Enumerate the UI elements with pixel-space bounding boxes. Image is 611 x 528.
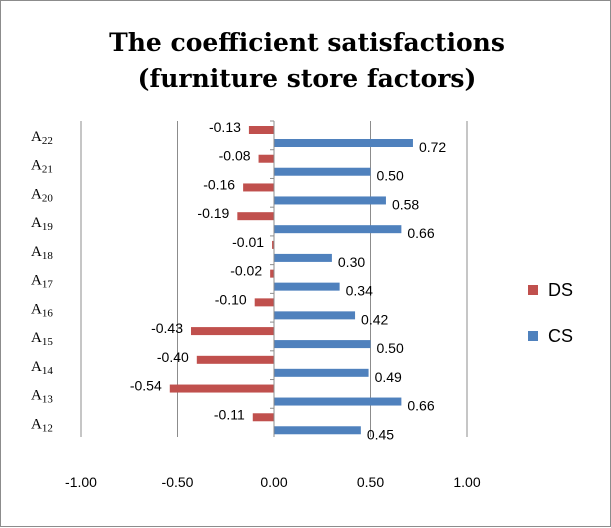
data-label-cs: 0.30 xyxy=(338,254,365,270)
bar-ds xyxy=(196,355,274,364)
category-label: A21 xyxy=(31,158,53,176)
data-label-cs: 0.42 xyxy=(361,311,388,327)
bar-ds xyxy=(272,240,274,249)
category-label: A19 xyxy=(31,215,53,233)
bar-ds xyxy=(243,183,274,192)
bar-cs xyxy=(274,282,340,291)
data-label-cs: 0.49 xyxy=(375,369,402,385)
bar-ds xyxy=(252,413,274,422)
bar-cs xyxy=(274,225,402,234)
legend-swatch xyxy=(528,331,538,341)
data-label-cs: 0.50 xyxy=(377,168,404,184)
legend: DS CS xyxy=(528,280,573,346)
bars xyxy=(169,126,413,435)
data-label-ds: -0.01 xyxy=(232,234,264,250)
data-label-cs: 0.50 xyxy=(377,340,404,356)
bar-cs xyxy=(274,139,413,147)
bar-cs xyxy=(274,311,356,320)
x-tick-label: -0.50 xyxy=(162,474,194,490)
category-label: A15 xyxy=(31,330,53,348)
data-label-ds: -0.10 xyxy=(215,291,247,307)
category-label: A17 xyxy=(31,273,53,291)
chart-title-line-1: The coefficient satisfactions xyxy=(109,28,505,57)
data-label-cs: 0.72 xyxy=(419,139,446,155)
data-labels: -0.11 0.45 -0.54 0.66 -0.40 0.49 -0.43 0.50 -0.1… xyxy=(130,119,447,442)
bar-cs xyxy=(274,196,386,205)
category-label: A13 xyxy=(31,388,53,406)
bar-ds xyxy=(169,384,274,393)
chart-title-line-2: (furniture store factors) xyxy=(138,64,477,93)
bar-cs xyxy=(274,426,361,435)
legend-label: DS xyxy=(548,280,573,300)
category-label: A12 xyxy=(31,416,53,434)
bar-cs xyxy=(274,340,371,349)
data-label-ds: -0.43 xyxy=(151,320,183,336)
x-tick-label: -1.00 xyxy=(65,474,97,490)
data-label-cs: 0.66 xyxy=(407,398,434,414)
legend-swatch xyxy=(528,285,538,295)
data-label-ds: -0.02 xyxy=(230,263,262,279)
data-label-cs: 0.66 xyxy=(407,225,434,241)
bar-ds xyxy=(237,212,274,221)
bar-ds xyxy=(258,154,274,163)
data-label-ds: -0.19 xyxy=(197,205,229,221)
data-label-ds: -0.40 xyxy=(157,349,189,365)
category-label: A18 xyxy=(31,244,53,262)
x-tick-label: 1.00 xyxy=(453,474,480,490)
x-tick-label: 0.50 xyxy=(357,474,384,490)
bar-cs xyxy=(274,167,371,176)
legend-label: CS xyxy=(548,326,573,346)
category-label: A20 xyxy=(31,186,53,204)
data-label-ds: -0.16 xyxy=(203,176,235,192)
axes: -1.00 -0.50 0.00 0.50 1.00 A12 A13 A14 A15 A16 A17… xyxy=(31,120,481,490)
bar-cs xyxy=(274,253,332,262)
bar-ds xyxy=(270,269,274,278)
bar-cs xyxy=(274,397,402,406)
data-label-cs: 0.34 xyxy=(346,283,373,299)
bar-cs xyxy=(274,368,369,377)
category-label: A16 xyxy=(31,301,53,319)
data-label-ds: -0.54 xyxy=(130,378,162,394)
data-label-ds: -0.11 xyxy=(214,406,245,422)
data-label-ds: -0.08 xyxy=(219,148,251,164)
category-label: A14 xyxy=(31,359,53,377)
bar-ds xyxy=(254,298,274,307)
category-label: A22 xyxy=(31,129,53,147)
bar-ds xyxy=(248,126,274,134)
data-label-cs: 0.45 xyxy=(367,426,394,442)
bar-ds xyxy=(191,327,274,336)
x-tick-label: 0.00 xyxy=(260,474,287,490)
data-label-cs: 0.58 xyxy=(392,196,419,212)
data-label-ds: -0.13 xyxy=(209,119,241,135)
